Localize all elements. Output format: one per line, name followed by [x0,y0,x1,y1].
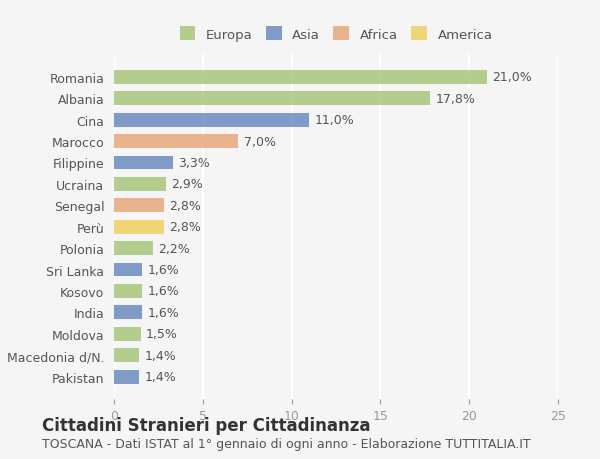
Bar [114,306,142,319]
Text: 11,0%: 11,0% [314,114,355,127]
Text: 17,8%: 17,8% [436,93,475,106]
Bar [114,178,166,191]
Text: 2,9%: 2,9% [171,178,203,191]
Text: 1,6%: 1,6% [148,285,179,298]
Text: 7,0%: 7,0% [244,135,275,148]
Text: 1,4%: 1,4% [144,349,176,362]
Bar [114,284,142,298]
Text: Cittadini Stranieri per Cittadinanza: Cittadini Stranieri per Cittadinanza [42,416,371,434]
Bar [114,327,140,341]
Text: 21,0%: 21,0% [492,71,532,84]
Bar [114,113,310,127]
Bar [114,263,142,277]
Bar [114,370,139,384]
Text: 1,6%: 1,6% [148,263,179,276]
Text: 2,8%: 2,8% [169,199,201,213]
Bar [114,92,430,106]
Bar [114,348,139,362]
Text: 1,5%: 1,5% [146,328,178,341]
Text: 3,3%: 3,3% [178,157,209,170]
Bar [114,135,238,149]
Bar [114,156,173,170]
Bar [114,71,487,84]
Text: 2,8%: 2,8% [169,221,201,234]
Text: TOSCANA - Dati ISTAT al 1° gennaio di ogni anno - Elaborazione TUTTITALIA.IT: TOSCANA - Dati ISTAT al 1° gennaio di og… [42,437,530,450]
Legend: Europa, Asia, Africa, America: Europa, Asia, Africa, America [179,27,493,41]
Text: 2,2%: 2,2% [158,242,190,255]
Bar [114,241,153,256]
Text: 1,4%: 1,4% [144,370,176,383]
Text: 1,6%: 1,6% [148,306,179,319]
Bar [114,199,164,213]
Bar [114,220,164,234]
